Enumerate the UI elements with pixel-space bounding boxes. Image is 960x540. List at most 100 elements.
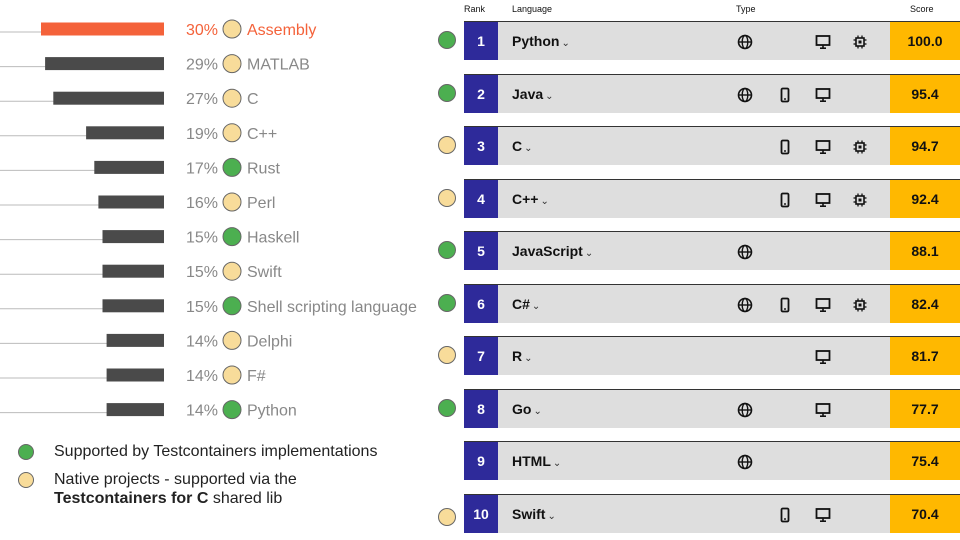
green-circle-icon [222, 157, 242, 177]
chevron-down-icon: ⌄ [561, 38, 570, 49]
language-cell[interactable]: Python ⌄ [512, 22, 570, 60]
score-cell: 100.0 [890, 22, 960, 60]
language-cell[interactable]: Java ⌄ [512, 75, 554, 113]
globe-icon [737, 87, 753, 103]
rank-cell: 4 [464, 180, 498, 218]
value-label: 14% [186, 368, 218, 385]
yellow-circle-icon [222, 192, 242, 212]
language-cell[interactable]: JavaScript ⌄ [512, 232, 593, 270]
rank-cell: 1 [464, 22, 498, 60]
phone-icon [777, 297, 793, 313]
phone-icon [777, 139, 793, 155]
rank-cell: 8 [464, 390, 498, 428]
yellow-circle-icon [222, 261, 242, 281]
green-circle-icon [438, 31, 456, 49]
language-name: Java [512, 86, 544, 102]
globe-icon [737, 297, 753, 313]
monitor-icon [815, 507, 831, 523]
green-circle-icon [438, 294, 456, 312]
header-score: Score [910, 4, 934, 14]
yellow-circle-icon [222, 54, 242, 74]
monitor-icon [815, 87, 831, 103]
table-row: 1 Python ⌄ 100.0 [464, 21, 960, 60]
language-name: C [512, 138, 523, 154]
bar-f- [106, 368, 164, 382]
language-name: C# [512, 296, 530, 312]
table-row: 4 C++ ⌄ 92.4 [464, 179, 960, 218]
value-label: 30% [186, 22, 218, 39]
yellow-circle-icon [222, 365, 242, 385]
language-cell[interactable]: Swift ⌄ [512, 495, 556, 533]
chevron-down-icon: ⌄ [524, 143, 533, 154]
rank-cell: 9 [464, 442, 498, 480]
value-label: 27% [186, 91, 218, 108]
globe-icon [737, 34, 753, 50]
rank-cell: 7 [464, 337, 498, 375]
language-cell[interactable]: C ⌄ [512, 127, 533, 165]
bar-python [106, 403, 164, 417]
table-row: 2 Java ⌄ 95.4 [464, 74, 960, 113]
value-label: 29% [186, 57, 218, 74]
yellow-circle-icon [222, 330, 242, 350]
globe-icon [737, 454, 753, 470]
bar-matlab [45, 57, 164, 71]
bar-shell-scripting-language [102, 299, 164, 313]
monitor-icon [815, 402, 831, 418]
language-name: R [512, 348, 523, 364]
legend: Supported by Testcontainers implementati… [14, 440, 444, 518]
chip-icon [852, 34, 868, 50]
score-cell: 77.7 [890, 390, 960, 428]
yellow-circle-icon [438, 136, 456, 154]
rank-cell: 6 [464, 285, 498, 323]
yellow-circle-icon [18, 472, 34, 488]
rank-cell: 3 [464, 127, 498, 165]
globe-icon [737, 244, 753, 260]
bar-assembly [41, 22, 164, 36]
monitor-icon [815, 192, 831, 208]
chevron-down-icon: ⌄ [531, 301, 541, 312]
category-label: Swift [247, 264, 282, 281]
legend-native-label: Native projects - supported via the Test… [54, 471, 297, 507]
header-rank: Rank [464, 4, 486, 14]
yellow-circle-icon [222, 123, 242, 143]
category-label: Rust [247, 160, 280, 177]
chevron-down-icon: ⌄ [540, 196, 549, 207]
table-row: 6 C# ⌄ 82.4 [464, 284, 960, 323]
language-cell[interactable]: R ⌄ [512, 337, 533, 375]
phone-icon [777, 507, 793, 523]
legend-supported-label: Supported by Testcontainers implementati… [54, 443, 378, 460]
category-label: MATLAB [247, 57, 310, 74]
table-row: 5 JavaScript ⌄ 88.1 [464, 231, 960, 270]
language-cell[interactable]: HTML ⌄ [512, 442, 561, 480]
chevron-down-icon: ⌄ [547, 511, 556, 522]
phone-icon [777, 192, 793, 208]
chevron-down-icon: ⌄ [533, 406, 542, 417]
chevron-down-icon: ⌄ [552, 458, 562, 469]
phone-icon [777, 87, 793, 103]
language-name: C++ [512, 191, 539, 207]
chevron-down-icon: ⌄ [545, 91, 554, 102]
category-label: C++ [247, 126, 277, 143]
language-cell[interactable]: C++ ⌄ [512, 180, 549, 218]
chip-icon [852, 192, 868, 208]
chip-icon [852, 297, 868, 313]
value-label: 15% [186, 299, 218, 316]
table-row: 7 R ⌄ 81.7 [464, 336, 960, 375]
green-circle-icon [222, 400, 242, 420]
chip-icon [852, 139, 868, 155]
yellow-circle-icon [438, 189, 456, 207]
score-cell: 82.4 [890, 285, 960, 323]
score-cell: 81.7 [890, 337, 960, 375]
table-row: 9 HTML ⌄ 75.4 [464, 441, 960, 480]
ranking-table: Rank Language Type Score 1 Python ⌄ 100.0 2 J… [464, 0, 960, 540]
language-cell[interactable]: C# ⌄ [512, 285, 540, 323]
bar-swift [102, 264, 164, 278]
language-name: Python [512, 33, 560, 49]
language-cell[interactable]: Go ⌄ [512, 390, 542, 428]
green-circle-icon [222, 227, 242, 247]
value-label: 16% [186, 195, 218, 212]
score-cell: 88.1 [890, 232, 960, 270]
value-label: 14% [186, 403, 218, 420]
category-label: Haskell [247, 230, 299, 247]
monitor-icon [815, 139, 831, 155]
